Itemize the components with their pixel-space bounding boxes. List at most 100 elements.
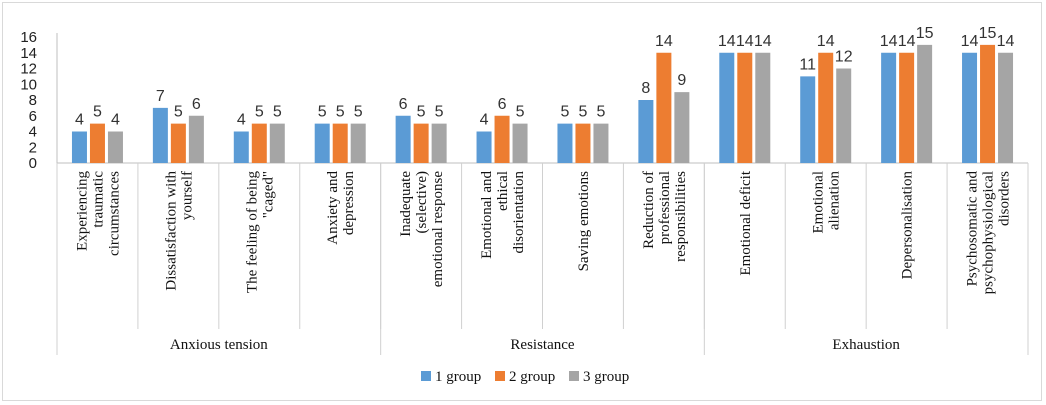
data-label: 14 <box>997 33 1015 50</box>
bar <box>755 52 771 163</box>
bar <box>899 52 915 163</box>
data-label: 14 <box>718 33 736 50</box>
category-label-line: Depersonalisation <box>900 171 916 280</box>
category-label-line: Reduction of <box>641 171 657 249</box>
data-label: 4 <box>237 112 246 129</box>
data-label: 15 <box>979 25 997 42</box>
category-label-line: Inadequate <box>398 171 414 237</box>
bar <box>494 115 510 163</box>
data-label: 14 <box>961 33 979 50</box>
category-label: Depersonalisation <box>900 171 916 280</box>
bar <box>332 123 348 163</box>
bar <box>512 123 528 163</box>
legend-swatch <box>569 371 579 381</box>
category-label-line: circumstances <box>106 171 122 256</box>
y-tick-label: 4 <box>29 124 37 141</box>
data-label: 6 <box>399 96 408 113</box>
category-label-line: Saving emotions <box>576 171 592 272</box>
category-label: Psychosomatic andpsychophysiologicaldiso… <box>965 171 1013 295</box>
group-label: Resistance <box>510 337 574 353</box>
bar <box>818 52 834 163</box>
data-label: 14 <box>898 33 916 50</box>
bar <box>314 123 330 163</box>
group-label: Anxious tension <box>170 337 268 353</box>
bar <box>152 107 168 163</box>
data-label: 7 <box>156 88 165 105</box>
data-label: 12 <box>835 49 853 66</box>
legend-label: 2 group <box>509 369 555 385</box>
data-label: 5 <box>318 104 327 121</box>
bar <box>980 44 996 163</box>
data-label: 5 <box>435 104 444 121</box>
category-label: Inadequate(selective)emotional response <box>398 171 446 288</box>
category-label: Emotionalalienation <box>811 171 843 234</box>
data-label: 6 <box>498 96 507 113</box>
bar <box>107 131 123 163</box>
bar <box>413 123 429 163</box>
category-label-line: The feeling of being <box>244 171 260 294</box>
category-label-line: traumatic <box>90 171 106 228</box>
data-label: 4 <box>111 112 120 129</box>
data-label: 14 <box>655 33 673 50</box>
category-label-line: Emotional and <box>479 171 495 259</box>
bar <box>656 52 672 163</box>
data-label: 5 <box>174 104 183 121</box>
y-tick-label: 10 <box>20 76 37 93</box>
category-label-line: Experiencing <box>74 171 90 251</box>
legend-label: 1 group <box>435 369 481 385</box>
data-label: 9 <box>677 72 686 89</box>
bar <box>269 123 285 163</box>
legend-label: 3 group <box>583 369 629 385</box>
y-tick-label: 6 <box>29 108 37 125</box>
bar <box>233 131 249 163</box>
category-label-line: professional <box>657 171 673 244</box>
data-label: 5 <box>597 104 606 121</box>
bar <box>71 131 87 163</box>
bar <box>557 123 573 163</box>
bar <box>674 92 690 163</box>
category-label-line: disorders <box>997 171 1013 226</box>
bar <box>719 52 735 163</box>
category-label: Emotional deficit <box>738 170 754 275</box>
category-label-line: Emotional <box>811 171 827 234</box>
bar <box>737 52 753 163</box>
bar <box>170 123 186 163</box>
data-label: 5 <box>516 104 525 121</box>
category-label-line: "caged" <box>260 171 276 218</box>
bar <box>431 123 447 163</box>
y-tick-label: 0 <box>29 155 37 172</box>
category-label-line: psychophysiological <box>981 171 997 294</box>
chart-frame: 0 2 4 6 8 10 12 14 16 Anxious tension Resistance Ex… <box>2 2 1042 401</box>
bar <box>800 76 816 163</box>
bar <box>881 52 897 163</box>
bar <box>251 123 267 163</box>
bar <box>476 131 492 163</box>
data-label: 14 <box>880 33 898 50</box>
category-label-line: depression <box>341 171 357 236</box>
category-label-line: disorientation <box>511 171 527 254</box>
data-label: 4 <box>480 112 489 129</box>
category-label-line: responsibilities <box>673 171 689 262</box>
data-label: 5 <box>273 104 282 121</box>
category-label-line: emotional response <box>430 171 446 288</box>
data-label: 5 <box>93 104 102 121</box>
y-tick-label: 14 <box>20 45 37 62</box>
category-label: Saving emotions <box>576 171 592 272</box>
data-label: 8 <box>641 80 650 97</box>
bar <box>89 123 105 163</box>
y-tick-label: 16 <box>20 29 37 46</box>
bar <box>593 123 609 163</box>
data-label: 11 <box>799 56 816 73</box>
category-label: Anxiety anddepression <box>325 171 357 245</box>
category-label-line: Emotional deficit <box>738 170 754 275</box>
data-label: 5 <box>354 104 363 121</box>
data-label: 5 <box>561 104 570 121</box>
legend-swatch <box>495 371 505 381</box>
category-label: Reduction ofprofessionalresponsibilities <box>641 171 689 262</box>
category-label-line: Anxiety and <box>325 171 341 245</box>
category-label: Dissatisfaction withyourself <box>163 171 195 291</box>
bar <box>350 123 366 163</box>
group-label: Exhaustion <box>832 337 900 353</box>
category-label: Emotional andethicaldisorientation <box>479 171 527 259</box>
bar <box>188 115 204 163</box>
